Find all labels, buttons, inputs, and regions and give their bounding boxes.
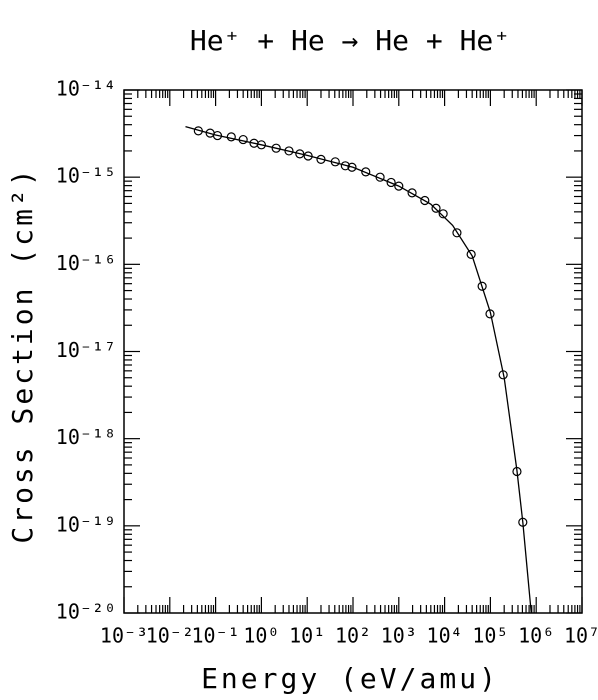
data-point bbox=[466, 249, 476, 260]
x-tick-label: 10⁻² bbox=[146, 624, 194, 648]
y-tick-label: 10⁻¹⁴ bbox=[56, 77, 116, 101]
data-point bbox=[420, 195, 430, 206]
data-point bbox=[295, 149, 305, 159]
x-axis-label: Energy (eV/amu) bbox=[201, 662, 499, 695]
x-tick-label: 10⁷ bbox=[564, 624, 598, 648]
x-tick-label: 10³ bbox=[381, 624, 417, 648]
chart-title: He⁺ + He → He + He⁺ bbox=[190, 24, 510, 57]
plot-frame bbox=[123, 89, 583, 614]
x-tick-label: 10² bbox=[335, 624, 371, 648]
x-tick-label: 10⁵ bbox=[472, 624, 508, 648]
data-point bbox=[394, 181, 404, 191]
x-tick-label: 10⁶ bbox=[518, 624, 554, 648]
y-axis-label: Cross Section (cm²) bbox=[6, 166, 39, 543]
data-point bbox=[386, 177, 396, 188]
data-point bbox=[438, 209, 448, 219]
data-point bbox=[431, 203, 441, 213]
y-tick-label: 10⁻¹⁹ bbox=[56, 512, 116, 536]
fit-line bbox=[185, 126, 532, 614]
y-tick-label: 10⁻¹⁸ bbox=[56, 425, 116, 449]
y-tick-label: 10⁻¹⁷ bbox=[56, 338, 116, 362]
y-tick-label: 10⁻¹⁶ bbox=[56, 251, 116, 275]
x-tick-label: 10⁻³ bbox=[100, 624, 148, 648]
data-point bbox=[226, 132, 236, 142]
data-point bbox=[452, 228, 462, 238]
data-point bbox=[256, 140, 266, 150]
y-tick-label: 10⁻²⁰ bbox=[56, 600, 116, 624]
x-tick-label: 10⁻¹ bbox=[192, 624, 240, 648]
data-point bbox=[407, 188, 417, 198]
data-point bbox=[347, 162, 357, 172]
data-point bbox=[361, 167, 371, 177]
x-tick-label: 10¹ bbox=[289, 624, 325, 648]
data-point bbox=[284, 146, 294, 156]
x-tick-label: 10⁴ bbox=[427, 624, 463, 648]
data-point bbox=[238, 134, 248, 145]
y-tick-label: 10⁻¹⁵ bbox=[56, 164, 116, 188]
data-point bbox=[477, 281, 487, 291]
data-point bbox=[271, 143, 281, 153]
x-tick-label: 10⁰ bbox=[243, 624, 279, 648]
